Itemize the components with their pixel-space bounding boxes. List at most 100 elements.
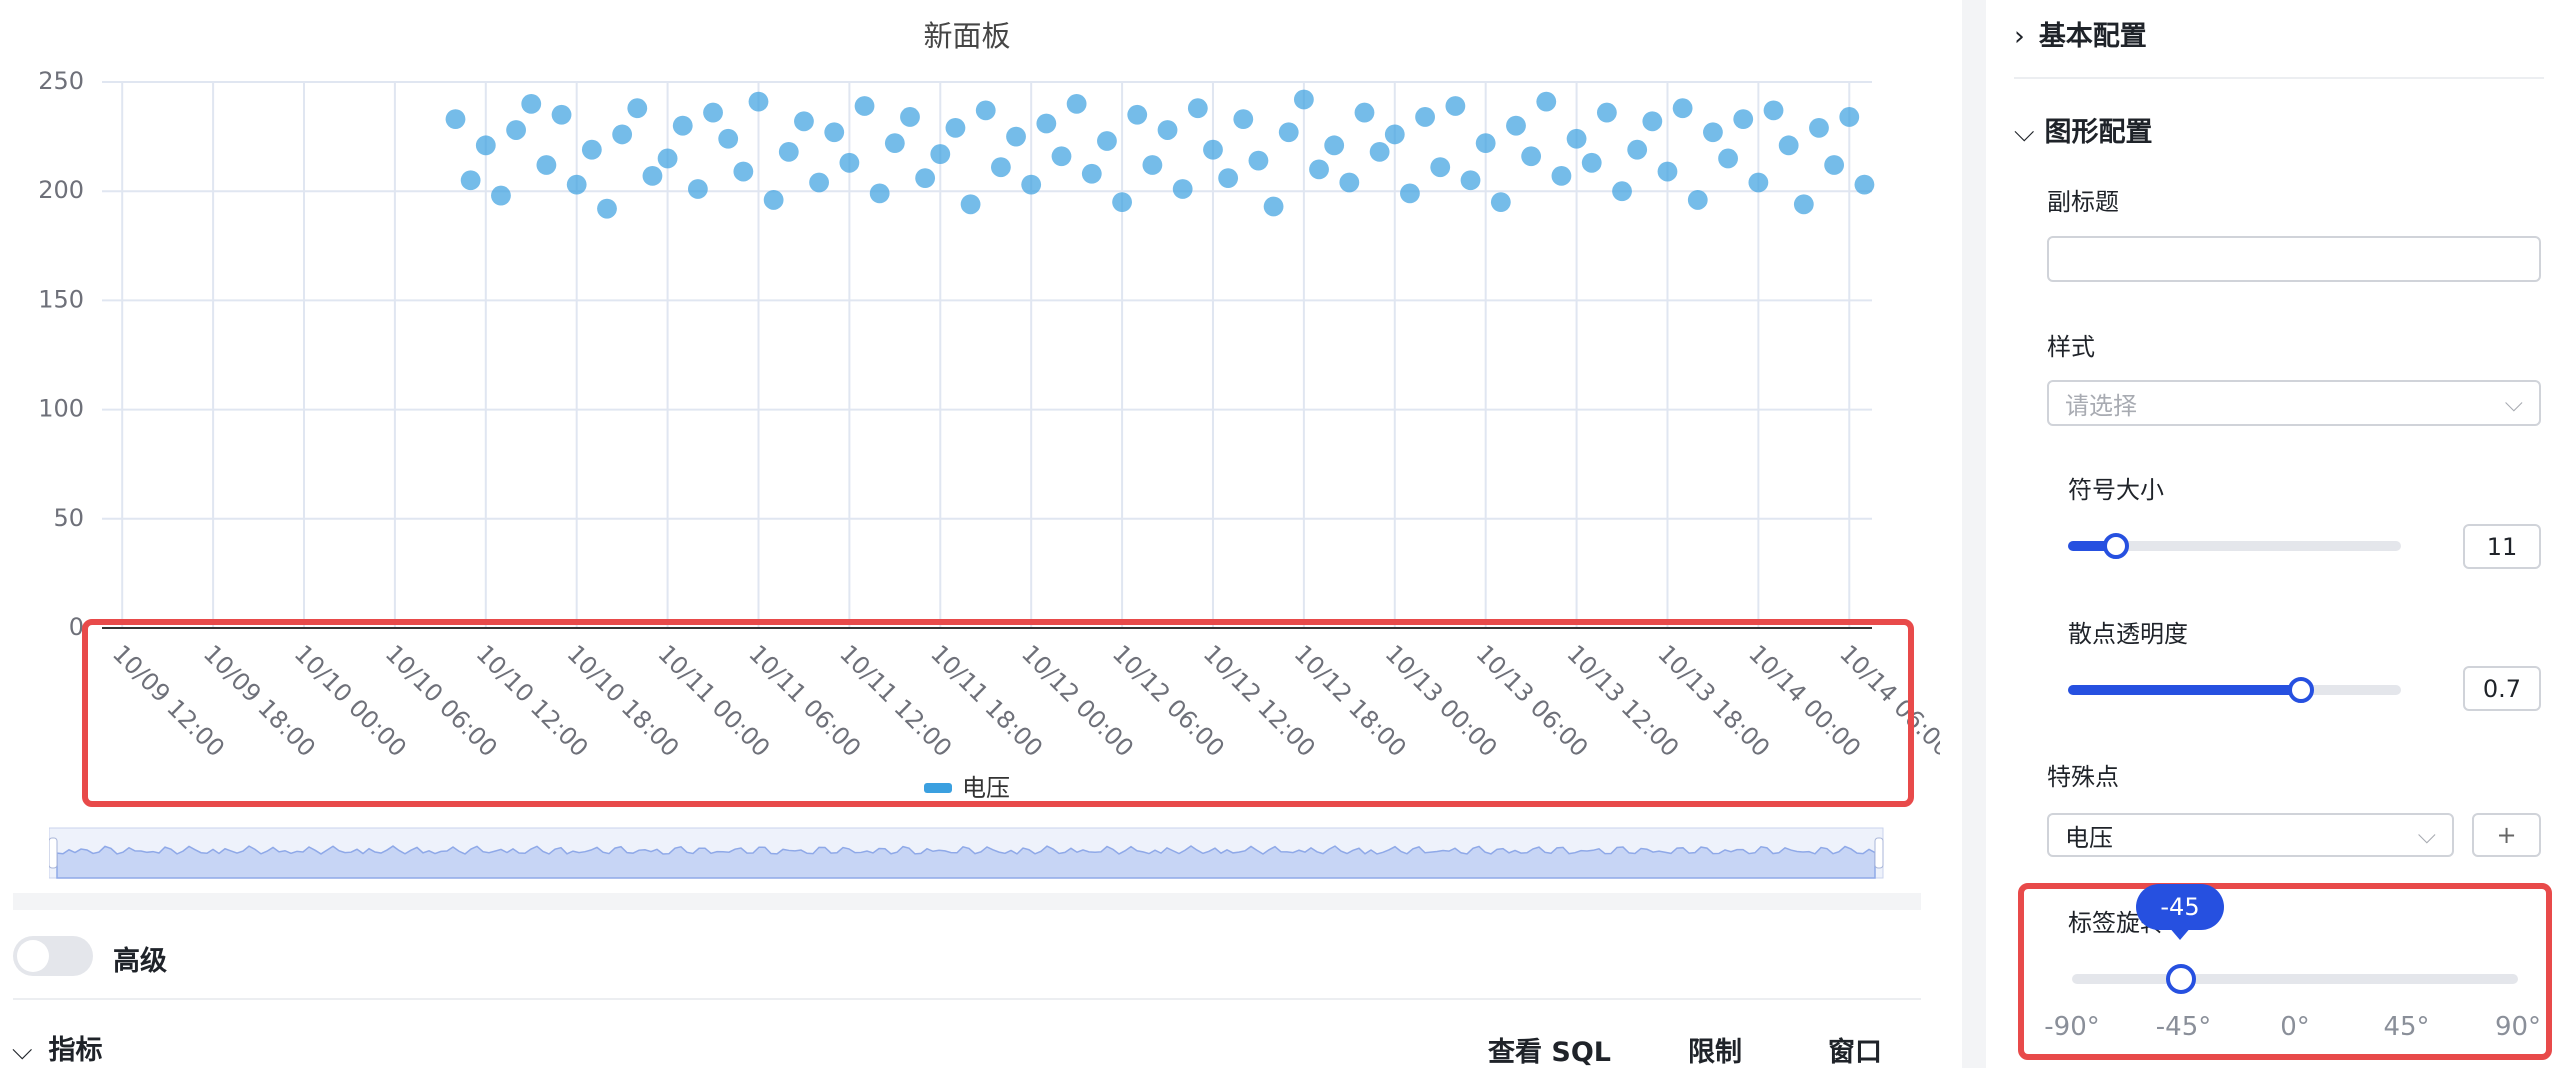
action[interactable]: 查看 SQL <box>1488 1037 1612 1068</box>
data-zoom[interactable] <box>49 826 1885 880</box>
scatter-point <box>1566 128 1587 149</box>
scatter-point <box>1203 139 1223 160</box>
action[interactable]: 限制 <box>1688 1037 1742 1068</box>
scatter-point <box>581 139 602 160</box>
scatter-point <box>1748 172 1769 193</box>
zoom-sparkline <box>56 845 1876 879</box>
scatter-point <box>1006 126 1026 147</box>
scatter-point <box>718 128 739 149</box>
scatter-point <box>1081 163 1102 184</box>
section-header[interactable]: › 基本配置 <box>2014 21 2147 52</box>
number-input[interactable]: 0.7 <box>2463 666 2541 711</box>
field-label: 样式 <box>2047 333 2095 361</box>
scatter-point <box>1809 117 1829 138</box>
scatter-point <box>1278 122 1299 143</box>
slider-fill <box>2068 685 2301 695</box>
y-tick-label: 100 <box>38 395 84 423</box>
slider-handle[interactable] <box>2166 964 2196 994</box>
section-header[interactable]: ⌵ 图形配置 <box>2014 117 2153 148</box>
scatter-point <box>1551 166 1572 186</box>
subtitle-input[interactable] <box>2047 236 2541 282</box>
scatter-point <box>1036 113 1057 134</box>
add-button[interactable]: + <box>2472 813 2541 857</box>
legend-swatch <box>924 783 952 793</box>
y-tick-label: 200 <box>38 176 84 204</box>
scatter-point <box>1718 148 1738 169</box>
slider-mark: 90° <box>2494 1012 2542 1042</box>
scatter-point <box>1384 124 1405 145</box>
zoom-handle[interactable] <box>1874 837 1884 869</box>
scatter-point <box>1445 96 1466 116</box>
field-label: 散点透明度 <box>2068 620 2188 648</box>
toggle[interactable] <box>13 936 93 976</box>
scatter-point <box>778 141 799 162</box>
scatter-point <box>1187 98 1208 119</box>
section-title: 基本配置 <box>2038 21 2147 52</box>
scatter-point <box>703 102 723 123</box>
zoom-handle[interactable] <box>49 837 58 869</box>
scatter-point <box>945 117 966 138</box>
panel-divider <box>1962 0 1986 1068</box>
scatter-point <box>1339 172 1360 193</box>
slider-track[interactable] <box>2072 974 2518 984</box>
scatter-point <box>1218 168 1239 188</box>
number-input[interactable]: 11 <box>2463 524 2541 569</box>
chevron: ⌵ <box>2417 821 2436 849</box>
scatter-point <box>566 174 587 195</box>
scatter-point <box>1112 192 1132 213</box>
scatter-point <box>597 198 617 219</box>
scatter-point <box>536 155 557 175</box>
scatter-point <box>1627 139 1648 160</box>
special-select[interactable]: 电压 ⌵ <box>2047 813 2454 857</box>
scatter-point <box>794 111 814 132</box>
y-tick-label: 50 <box>53 504 84 532</box>
slider-fill <box>2068 541 2116 551</box>
scatter-point <box>1309 159 1329 180</box>
scatter-point <box>854 96 875 116</box>
scatter-point <box>1172 179 1193 199</box>
slider-mark: -90° <box>2044 1012 2100 1042</box>
metrics-header[interactable]: ⌵ 指标 <box>12 1035 103 1066</box>
scatter-point <box>915 168 936 188</box>
scatter-point <box>1021 174 1042 195</box>
scatter-point <box>1097 131 1117 151</box>
section-title: 图形配置 <box>2044 117 2153 148</box>
scatter-point <box>869 183 890 204</box>
tooltip-arrow <box>2168 926 2192 940</box>
scatter-point <box>1763 100 1784 121</box>
slider-handle[interactable] <box>2288 677 2314 703</box>
scatter-point <box>975 100 996 121</box>
scatter-point <box>839 152 860 173</box>
action[interactable]: 窗口 <box>1828 1037 1882 1068</box>
style-select[interactable]: 请选择 ⌵ <box>2047 380 2541 426</box>
slider-track[interactable] <box>2068 541 2401 551</box>
scatter-point <box>1521 146 1542 167</box>
scatter-point <box>1157 120 1178 140</box>
scatter-point <box>1612 181 1632 202</box>
scatter-point <box>1293 89 1314 110</box>
scatter-point <box>900 107 920 127</box>
y-tick-label: 250 <box>38 67 84 95</box>
scatter-point <box>1415 107 1435 127</box>
scatter-point <box>475 135 496 156</box>
scatter-point <box>1460 170 1481 191</box>
select-value: 电压 <box>2065 823 2113 852</box>
scatter-point <box>1051 146 1072 167</box>
scatter-point <box>1581 152 1602 173</box>
highlight-box <box>2018 883 2552 1060</box>
scatter-point <box>1233 109 1254 130</box>
scatter-point <box>1369 141 1390 162</box>
y-tick-label: 0 <box>69 613 84 641</box>
highlight-box <box>82 619 1914 807</box>
scatter-point <box>551 104 572 125</box>
scatter-point <box>642 166 663 186</box>
scatter-point <box>1430 157 1451 178</box>
scatter-point <box>960 194 981 215</box>
scatter-point <box>990 157 1011 178</box>
slider-handle[interactable] <box>2103 533 2129 559</box>
slider-mark: 45° <box>2383 1012 2430 1042</box>
scatter-point <box>627 98 648 119</box>
